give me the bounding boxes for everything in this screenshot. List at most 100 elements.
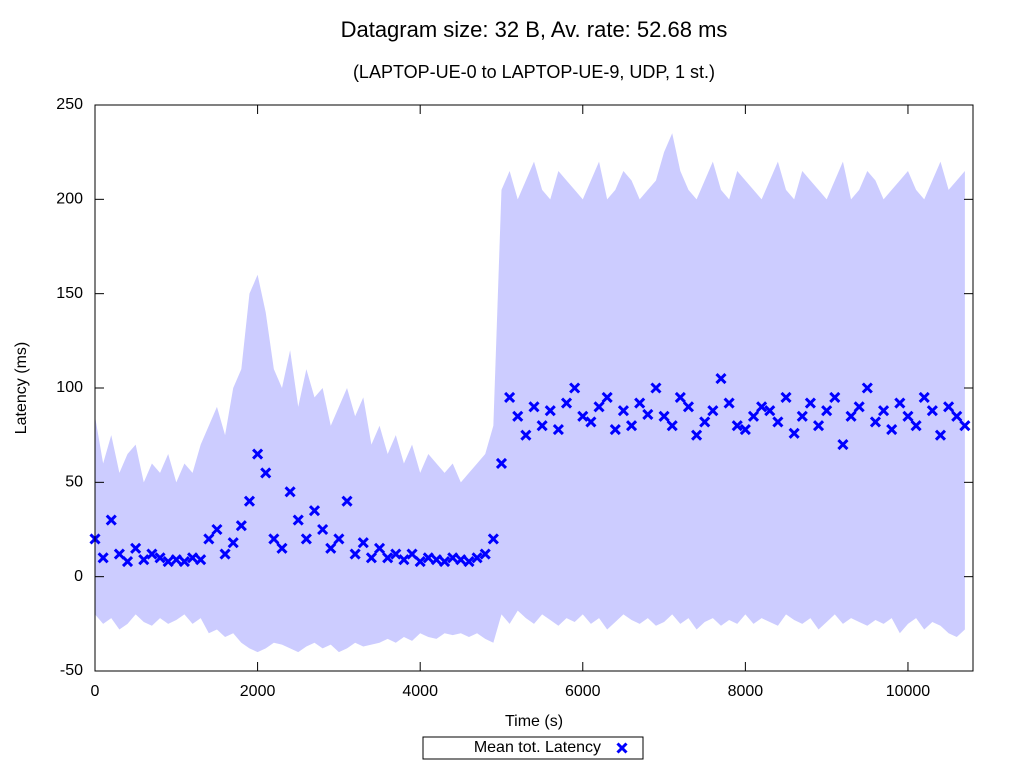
data-point xyxy=(764,405,776,417)
data-point xyxy=(325,542,337,554)
data-point xyxy=(552,423,564,436)
data-point xyxy=(520,429,532,441)
data-point xyxy=(203,533,215,545)
data-point xyxy=(495,457,508,470)
data-point xyxy=(829,391,841,403)
data-point xyxy=(487,533,499,545)
data-point xyxy=(252,448,264,460)
data-point xyxy=(154,552,166,564)
data-point xyxy=(235,520,247,532)
data-point xyxy=(585,416,597,428)
data-point xyxy=(902,410,914,422)
data-point xyxy=(869,416,882,428)
x-tick-label: 4000 xyxy=(402,683,438,700)
data-point xyxy=(747,410,760,422)
data-point xyxy=(382,552,394,564)
data-point xyxy=(211,523,223,536)
data-point xyxy=(821,405,833,417)
legend-label: Mean tot. Latency xyxy=(474,739,601,756)
x-tick-label: 2000 xyxy=(240,683,276,700)
data-point xyxy=(886,423,898,436)
data-point xyxy=(97,552,109,564)
chart-title: Datagram size: 32 B, Av. rate: 52.68 ms xyxy=(341,17,728,42)
data-point xyxy=(284,486,296,498)
data-point xyxy=(674,391,686,403)
data-point xyxy=(341,495,353,507)
data-point xyxy=(756,401,768,413)
data-point xyxy=(300,533,312,545)
data-point xyxy=(959,420,971,432)
data-point xyxy=(146,548,158,560)
legend-marker xyxy=(616,742,628,754)
x-axis-label: Time (s) xyxy=(505,713,563,730)
data-point xyxy=(398,554,410,566)
data-point xyxy=(804,397,816,409)
x-tick-label: 8000 xyxy=(728,683,764,700)
y-axis-label: Latency (ms) xyxy=(13,342,30,434)
data-point xyxy=(544,405,556,417)
data-point xyxy=(845,410,857,422)
data-point xyxy=(186,552,199,564)
data-point xyxy=(707,405,719,417)
data-point xyxy=(609,423,621,436)
data-point xyxy=(292,514,304,526)
x-tick-label: 0 xyxy=(91,683,100,700)
data-point xyxy=(105,514,117,526)
data-point xyxy=(910,420,922,432)
data-point xyxy=(650,382,662,394)
data-point xyxy=(447,552,459,564)
y-tick-label: -50 xyxy=(60,662,83,679)
data-point xyxy=(731,420,743,432)
data-point xyxy=(349,548,361,560)
data-point xyxy=(528,401,540,413)
data-point xyxy=(162,556,174,568)
data-point xyxy=(536,420,548,432)
y-tick-label: 0 xyxy=(74,568,83,585)
data-point xyxy=(780,391,792,403)
data-point xyxy=(601,391,613,403)
data-point xyxy=(560,397,573,409)
data-point xyxy=(943,401,955,413)
data-point xyxy=(504,391,516,403)
y-tick-label: 250 xyxy=(56,96,83,113)
data-point xyxy=(260,467,272,479)
data-point xyxy=(317,523,329,536)
data-point xyxy=(406,548,418,560)
data-point xyxy=(691,429,703,441)
data-point xyxy=(878,405,890,417)
data-point xyxy=(723,397,735,409)
data-point xyxy=(739,423,751,436)
data-point xyxy=(373,542,386,554)
data-point xyxy=(219,548,231,560)
data-point xyxy=(934,429,947,441)
data-point xyxy=(365,552,377,564)
data-point xyxy=(861,382,873,394)
data-point xyxy=(699,416,711,428)
data-point xyxy=(682,401,695,413)
data-point xyxy=(926,405,938,417)
data-point xyxy=(130,542,142,554)
data-point xyxy=(951,410,963,422)
data-point xyxy=(772,416,784,428)
data-point xyxy=(439,556,451,568)
data-point xyxy=(593,401,605,413)
data-point xyxy=(796,410,808,422)
data-point xyxy=(894,397,906,409)
data-point xyxy=(276,542,288,554)
data-point xyxy=(625,420,638,432)
data-point xyxy=(642,408,654,420)
data-point xyxy=(715,373,727,385)
chart-subtitle: (LAPTOP-UE-0 to LAPTOP-UE-9, UDP, 1 st.) xyxy=(353,62,715,82)
data-point xyxy=(243,495,256,507)
x-tick-label: 6000 xyxy=(565,683,601,700)
data-point xyxy=(788,427,800,439)
data-point xyxy=(113,548,125,560)
data-point xyxy=(268,533,280,545)
x-tick-label: 10000 xyxy=(886,683,931,700)
data-point xyxy=(390,548,402,560)
data-point xyxy=(853,401,865,413)
data-point xyxy=(422,552,434,564)
data-point xyxy=(227,537,239,549)
y-tick-label: 200 xyxy=(56,191,83,208)
